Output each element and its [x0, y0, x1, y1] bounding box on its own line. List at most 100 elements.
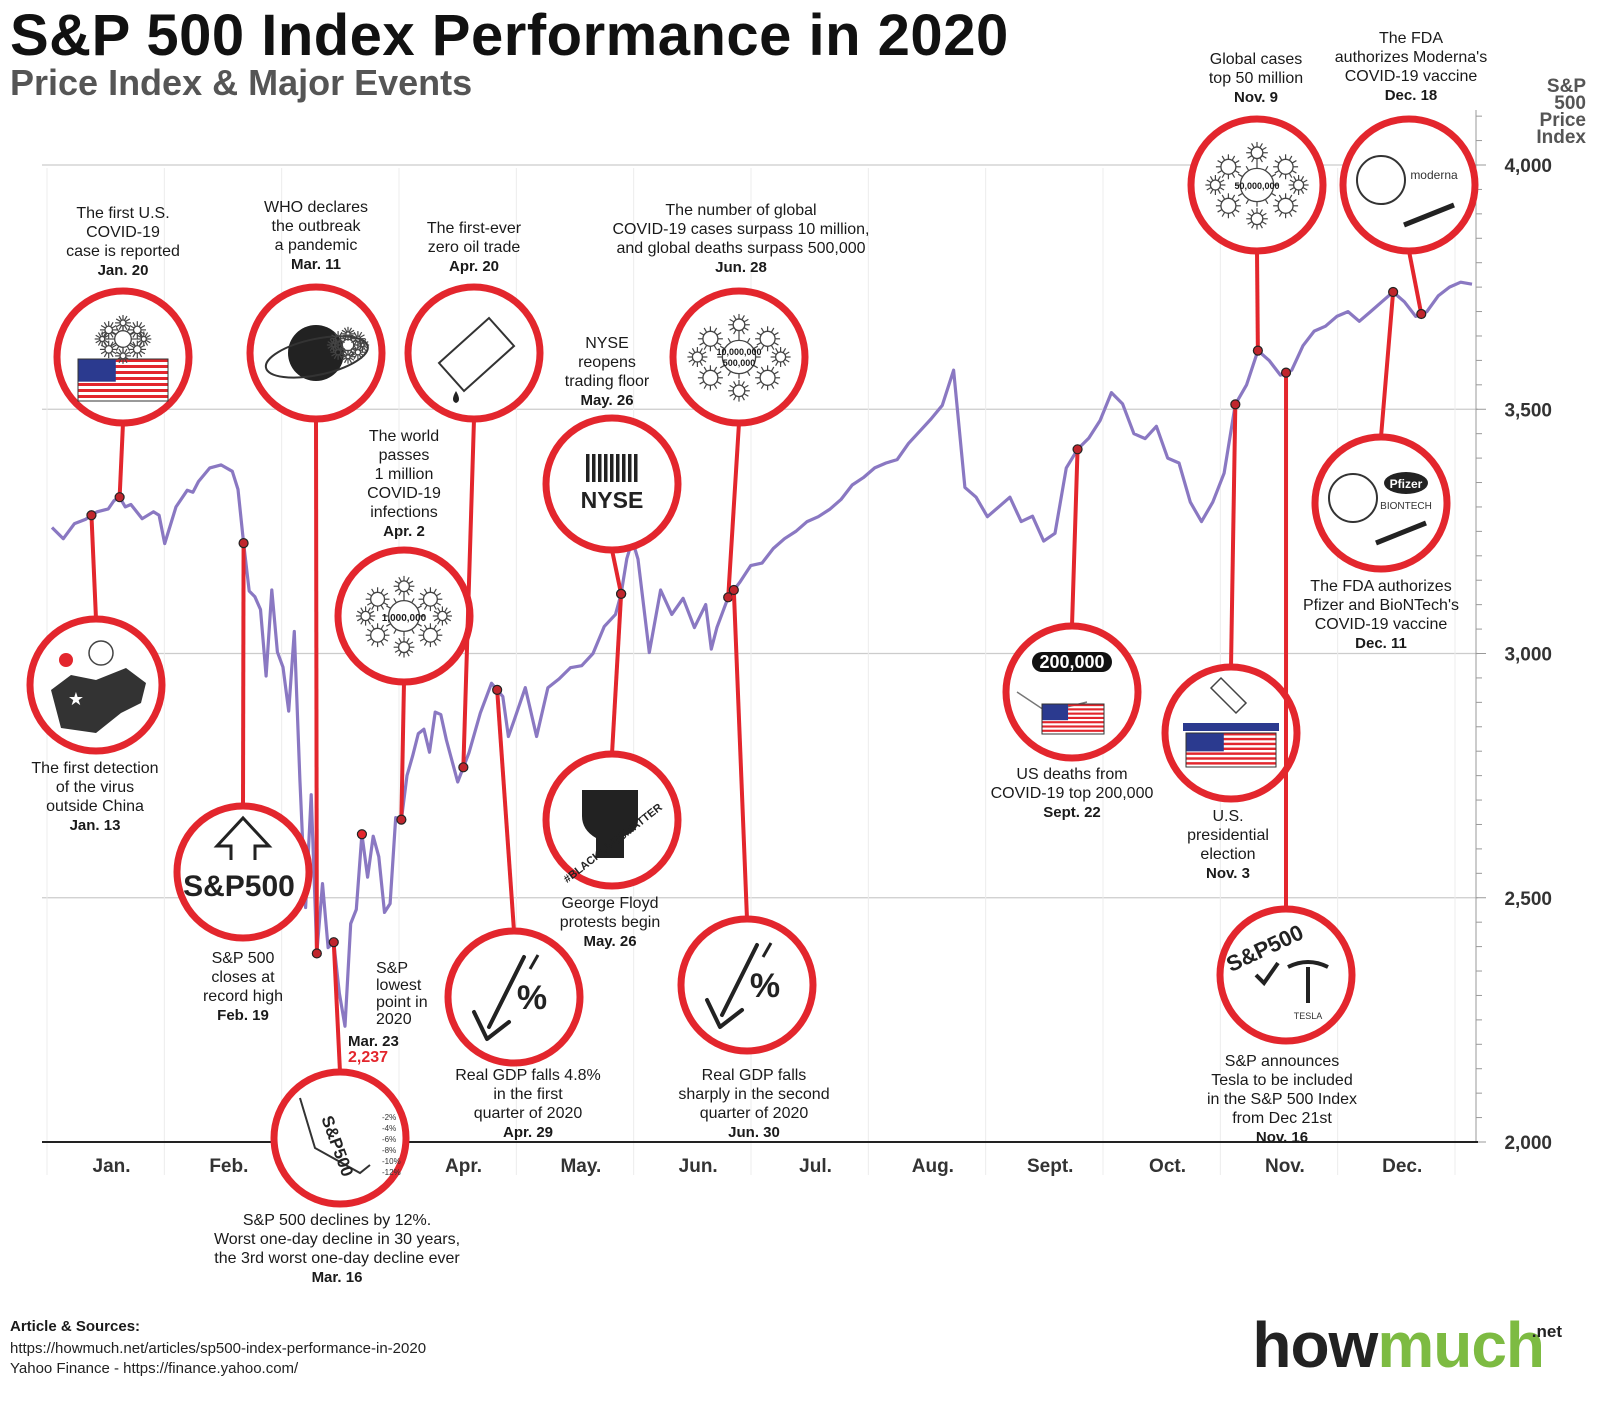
- virus-spike: [727, 371, 732, 377]
- virus-spike: [383, 628, 389, 633]
- virus-spike: [111, 342, 117, 347]
- virus-particle: [393, 636, 415, 658]
- source-link-article[interactable]: https://howmuch.net/articles/sp500-index…: [10, 1340, 427, 1357]
- virus-spike: [138, 322, 143, 327]
- page-subtitle: Price Index & Major Events: [10, 62, 473, 103]
- virus-spike: [343, 327, 348, 333]
- virus-spike: [1209, 176, 1214, 181]
- virus-spike: [129, 344, 135, 349]
- person-head: [88, 640, 114, 666]
- event-marker: [1416, 308, 1427, 320]
- virus-spike: [125, 318, 131, 322]
- virus-spike: [356, 345, 362, 349]
- event-4: S&P500 -2%-4%-6%-8%-10%-12%S&P 500 declin…: [214, 937, 460, 1286]
- virus-spike: [437, 619, 441, 625]
- virus-spike: [753, 364, 759, 369]
- virus-spike: [371, 588, 375, 594]
- virus-spike: [436, 602, 442, 606]
- event-text: from Dec 21st: [1232, 1110, 1332, 1127]
- virus-spike: [433, 604, 437, 610]
- virus-particle: [697, 365, 723, 391]
- event-text: point in: [376, 994, 428, 1011]
- event-text: COVID-19: [367, 485, 441, 502]
- virus-spike: [1217, 170, 1223, 174]
- virus-spike: [1221, 172, 1226, 178]
- logo-much: much: [1377, 1309, 1545, 1381]
- virus-spike: [733, 395, 737, 401]
- biontech-wordmark: BIONTECH: [1380, 501, 1432, 512]
- stock-line: [299, 1097, 371, 1175]
- virus-spike: [118, 315, 123, 321]
- virus-particle: [1273, 193, 1299, 219]
- virus-spike: [100, 350, 106, 355]
- event-date: Mar. 23: [348, 1033, 399, 1050]
- virus-spike: [115, 323, 121, 328]
- virus-particle: [755, 365, 781, 391]
- virus-spike: [343, 335, 348, 341]
- virus-spike: [102, 340, 107, 346]
- virus-spike: [1217, 189, 1221, 194]
- event-text: lowest: [376, 977, 422, 994]
- globe-orbit: [264, 335, 369, 379]
- virus-spike: [713, 383, 718, 389]
- event-connector: [1379, 291, 1396, 438]
- virus-spike: [1300, 189, 1305, 194]
- virus-spike: [398, 651, 402, 657]
- virus-spike: [433, 624, 437, 630]
- who-emblem: [1356, 155, 1406, 205]
- pfizer-logo: [1384, 472, 1428, 494]
- event-text: infections: [370, 504, 438, 521]
- event-marker: [1072, 444, 1083, 455]
- event-text: passes: [379, 447, 430, 464]
- event-text: COVID-19: [86, 224, 160, 241]
- event-text: The first U.S.: [76, 205, 169, 222]
- event-text: The first-ever: [427, 220, 522, 237]
- column-bar: [610, 454, 614, 482]
- virus-particle: [1273, 154, 1299, 180]
- virus-spike: [699, 332, 705, 336]
- virus-spike: [727, 337, 732, 343]
- virus-spike: [1278, 211, 1283, 217]
- column-bar: [616, 454, 620, 482]
- flag-stripe: [1042, 712, 1104, 715]
- x-tick-label: Jan.: [93, 1156, 131, 1177]
- virus-spike: [701, 351, 707, 356]
- virus-particle: [365, 623, 390, 648]
- virus-spike: [394, 641, 400, 646]
- virus-spike: [333, 338, 338, 344]
- virus-spike: [1261, 212, 1267, 217]
- virus-spike: [349, 357, 355, 361]
- check-mark: [1254, 961, 1280, 987]
- event-text: outside China: [46, 798, 144, 815]
- event-text: US deaths from: [1016, 766, 1127, 783]
- virus-spike: [423, 604, 428, 610]
- flag-stripe: [1186, 752, 1276, 755]
- virus-spike: [331, 334, 337, 338]
- event-text: quarter of 2020: [474, 1105, 583, 1122]
- page-title: S&P 500 Index Performance in 2020: [10, 3, 1009, 68]
- source-link-yahoo[interactable]: Yahoo Finance - https://finance.yahoo.co…: [10, 1360, 299, 1377]
- virus-spike: [327, 341, 333, 345]
- virus-spike: [406, 590, 410, 596]
- virus-spike: [773, 332, 779, 336]
- sources-label: Article & Sources:: [10, 1318, 141, 1335]
- event-connector: [399, 681, 406, 820]
- howmuch-logo[interactable]: howmuch: [1252, 1308, 1545, 1382]
- virus-spike: [699, 381, 705, 385]
- virus-spike: [1291, 199, 1297, 203]
- event-marker: [86, 510, 97, 521]
- virus-spike: [1247, 221, 1253, 225]
- virus-spike: [386, 623, 391, 627]
- virus-spike: [132, 341, 136, 347]
- virus-spike: [1219, 179, 1225, 184]
- virus-spike: [770, 366, 775, 372]
- virus-spike: [353, 345, 358, 351]
- virus-particle: [383, 595, 425, 637]
- dash: [528, 954, 540, 970]
- virus-spike: [756, 381, 762, 385]
- virus-spike: [102, 332, 107, 338]
- tick-label: -4%: [382, 1124, 396, 1133]
- event-text: S&P 500: [212, 950, 275, 967]
- china-shape: [51, 668, 146, 733]
- up-arrow: [213, 815, 273, 860]
